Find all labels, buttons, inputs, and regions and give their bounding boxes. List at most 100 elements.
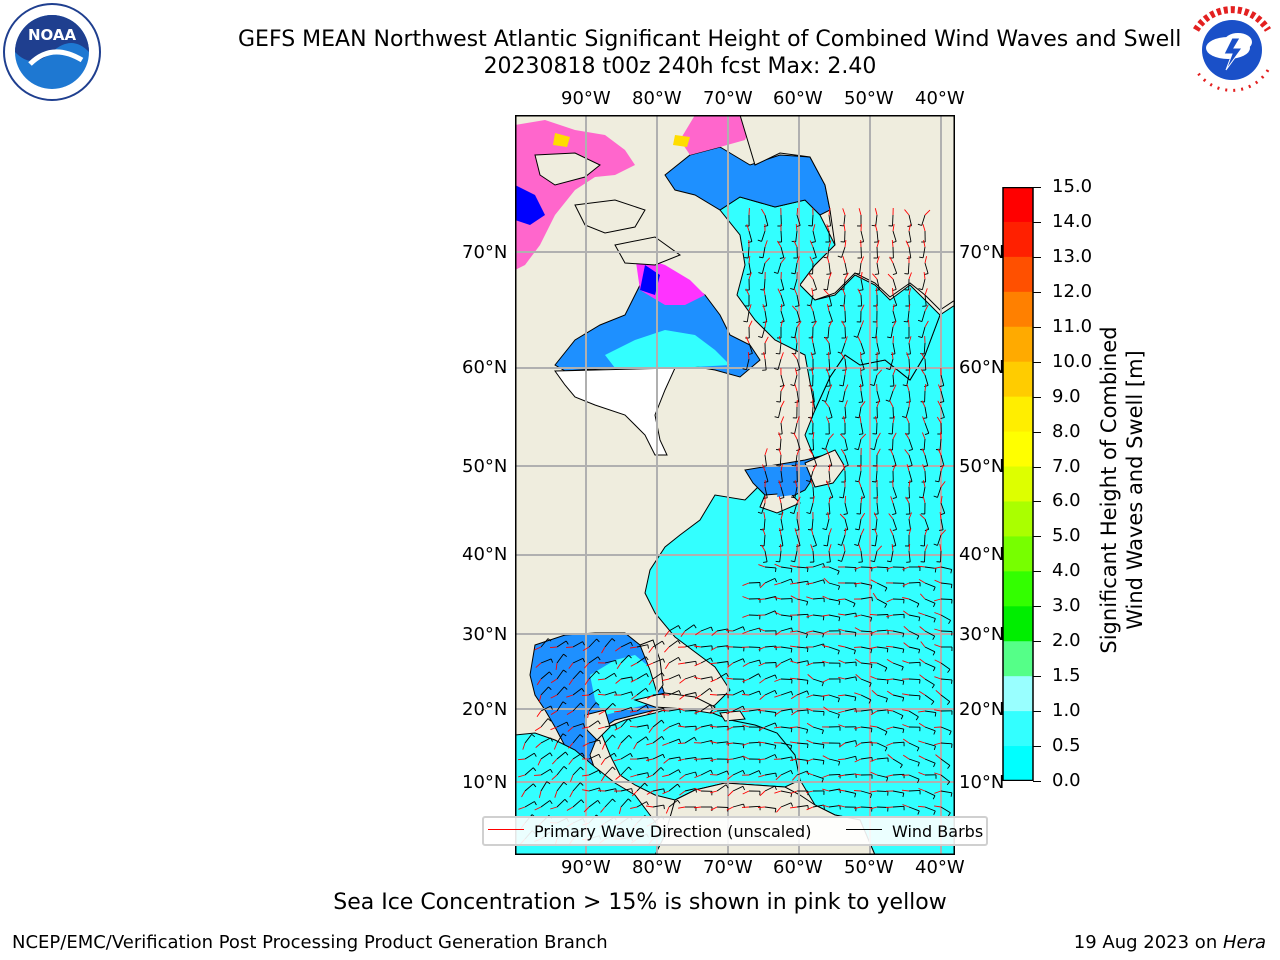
wave-direction-arrow [774, 582, 782, 586]
wave-direction-arrow [892, 335, 894, 344]
wave-direction-arrow [615, 678, 622, 684]
wind-barb [668, 657, 679, 664]
wave-direction-arrow [680, 630, 686, 637]
wind-barb [796, 613, 809, 616]
wave-direction-arrow [550, 710, 558, 715]
wind-barb [924, 662, 936, 668]
wind-barb [844, 708, 856, 712]
wind-barb-flag [932, 651, 936, 656]
wind-barb-flag [902, 697, 905, 702]
wind-barb [668, 690, 680, 696]
wind-barb-flag [598, 754, 601, 759]
wind-barb-flag [549, 800, 553, 805]
wind-barb [604, 638, 613, 648]
wind-barb [620, 718, 629, 728]
wind-barb [921, 278, 926, 290]
wind-barb [524, 767, 534, 776]
wave-direction-arrow [857, 336, 862, 344]
wind-barb [716, 672, 727, 680]
wind-barb [556, 640, 567, 648]
wind-barb [859, 502, 862, 515]
wind-barb [748, 770, 760, 776]
wave-direction-arrow [566, 806, 574, 811]
wave-direction-arrow [711, 630, 718, 636]
wave-direction-arrow [892, 304, 895, 312]
wind-barb-flag [934, 568, 937, 573]
wind-barb [810, 294, 814, 306]
wind-barb [779, 390, 782, 403]
wave-direction-arrow [839, 433, 846, 440]
wind-barb [828, 486, 834, 498]
wave-direction-arrow [838, 659, 846, 664]
wind-barb [540, 718, 549, 728]
wind-barb [891, 422, 894, 435]
wind-barb-flag [932, 635, 936, 640]
wave-direction-arrow [838, 804, 846, 808]
wave-direction-arrow [902, 582, 910, 587]
wave-direction-arrow [885, 678, 894, 681]
wind-barb [684, 692, 696, 696]
wave-direction-arrow [918, 579, 926, 584]
wind-barb-flag [805, 633, 809, 639]
wind-barb [652, 672, 663, 680]
wind-barb-flag [839, 496, 844, 499]
wind-barb-flag [855, 740, 857, 745]
wave-direction-arrow [790, 694, 798, 700]
wind-barb [860, 278, 864, 290]
wind-barb [668, 756, 680, 760]
colorbar-tick [1033, 187, 1041, 188]
wave-direction-arrow [742, 582, 750, 587]
wind-barb [876, 774, 888, 779]
wave-direction-arrow [741, 710, 750, 713]
wind-barb-flag [611, 638, 616, 642]
wind-barb [924, 678, 935, 686]
wave-direction-arrow [518, 774, 526, 778]
wave-direction-arrow [842, 288, 846, 296]
wave-direction-arrow [886, 742, 894, 747]
wind-barb [828, 342, 831, 354]
wave-direction-arrow [870, 675, 878, 680]
wind-barb [842, 486, 846, 498]
wave-direction-arrow [534, 806, 542, 811]
wind-barb [876, 390, 881, 402]
wave-direction-arrow [764, 336, 769, 344]
wind-barb-flag [794, 401, 799, 403]
wave-direction-arrow [745, 288, 750, 296]
wind-barb [858, 406, 862, 418]
wind-barb-flag [916, 747, 920, 752]
footer-date: 19 Aug 2023 on Hera [1074, 932, 1266, 953]
colorbar-bin [1003, 256, 1033, 293]
wave-direction-arrow [774, 694, 782, 698]
wind-barb [828, 374, 831, 386]
wave-direction-arrow [844, 240, 847, 248]
wind-barb [668, 738, 680, 744]
wind-barb [905, 406, 910, 418]
wave-direction-arrow [748, 320, 753, 328]
wind-barb [763, 518, 766, 531]
wind-barb [746, 310, 750, 322]
wind-barb [940, 454, 945, 466]
wind-barb [876, 566, 889, 569]
wind-barb-flag [806, 512, 811, 515]
wave-direction-arrow [892, 384, 897, 392]
wave-direction-arrow [630, 646, 638, 649]
wind-barb [812, 804, 824, 808]
wind-barb-flag [790, 691, 794, 696]
wind-barb-flag [812, 257, 817, 260]
wind-barb [588, 638, 597, 648]
wind-barb-flag [950, 569, 953, 574]
wind-barb [556, 751, 566, 760]
wave-direction-arrow [825, 480, 830, 488]
wind-barb [812, 726, 824, 731]
lat-label-left: 10°N [462, 772, 508, 793]
wind-barb-flag [868, 699, 872, 704]
wind-barb [892, 726, 904, 730]
wind-barb-flag [758, 690, 762, 696]
wind-barb [700, 657, 712, 664]
wind-barb [620, 691, 632, 696]
wave-direction-arrow [924, 544, 928, 552]
colorbar-tick-label: 3.0 [1052, 595, 1081, 617]
lon-label-top: 50°W [844, 88, 894, 109]
wave-direction-arrow [822, 644, 830, 648]
wind-barb-flag [631, 788, 633, 793]
